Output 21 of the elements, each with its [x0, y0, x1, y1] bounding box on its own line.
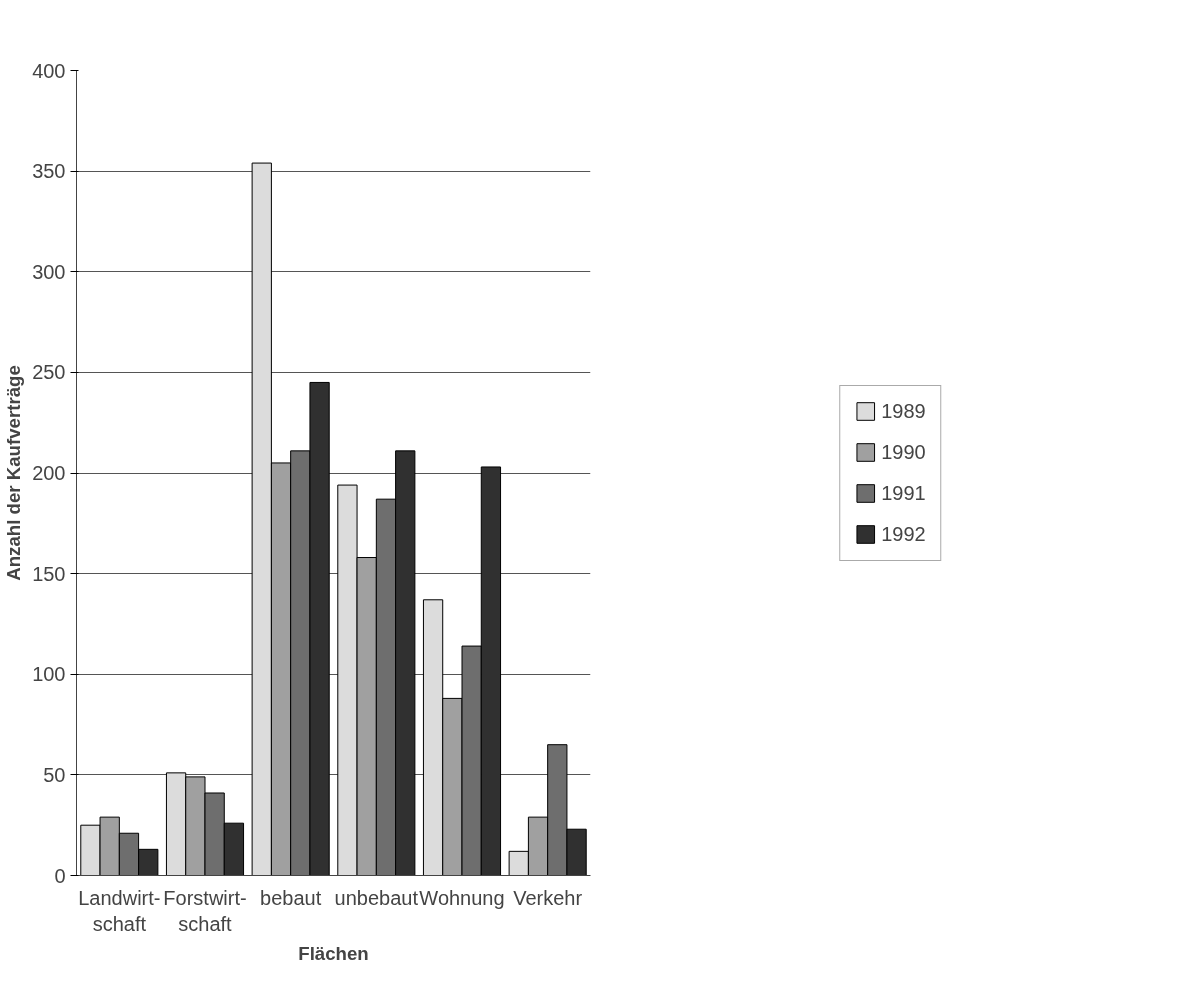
y-tick-label: 250 [32, 361, 66, 384]
y-tick-label: 50 [43, 763, 66, 786]
y-tick-label: 0 [54, 864, 66, 887]
x-tick-label: bebaut [260, 886, 322, 909]
x-tick-label: Wohnung [419, 886, 505, 909]
x-axis-title: Flächen [298, 942, 369, 964]
y-tick-label: 400 [32, 59, 66, 82]
y-axis-title: Anzahl der Kaufverträge [3, 365, 25, 581]
y-tick-label: 200 [32, 462, 66, 484]
y-tick-label: 100 [32, 663, 66, 686]
y-tick-label: 150 [32, 562, 66, 585]
legend-label: 1990 [881, 440, 926, 464]
x-tick-label: Landwirt- schaft [78, 886, 161, 935]
legend-label: 1991 [881, 481, 926, 505]
legend-label: 1989 [881, 399, 926, 423]
x-tick-label: Forstwirt- schaft [163, 886, 247, 935]
y-tick-label: 350 [32, 160, 66, 183]
x-tick-label: Verkehr [513, 886, 583, 909]
legend-label: 1992 [881, 522, 926, 546]
x-tick-label: unbebaut [334, 886, 419, 909]
y-tick-label: 300 [32, 260, 66, 283]
